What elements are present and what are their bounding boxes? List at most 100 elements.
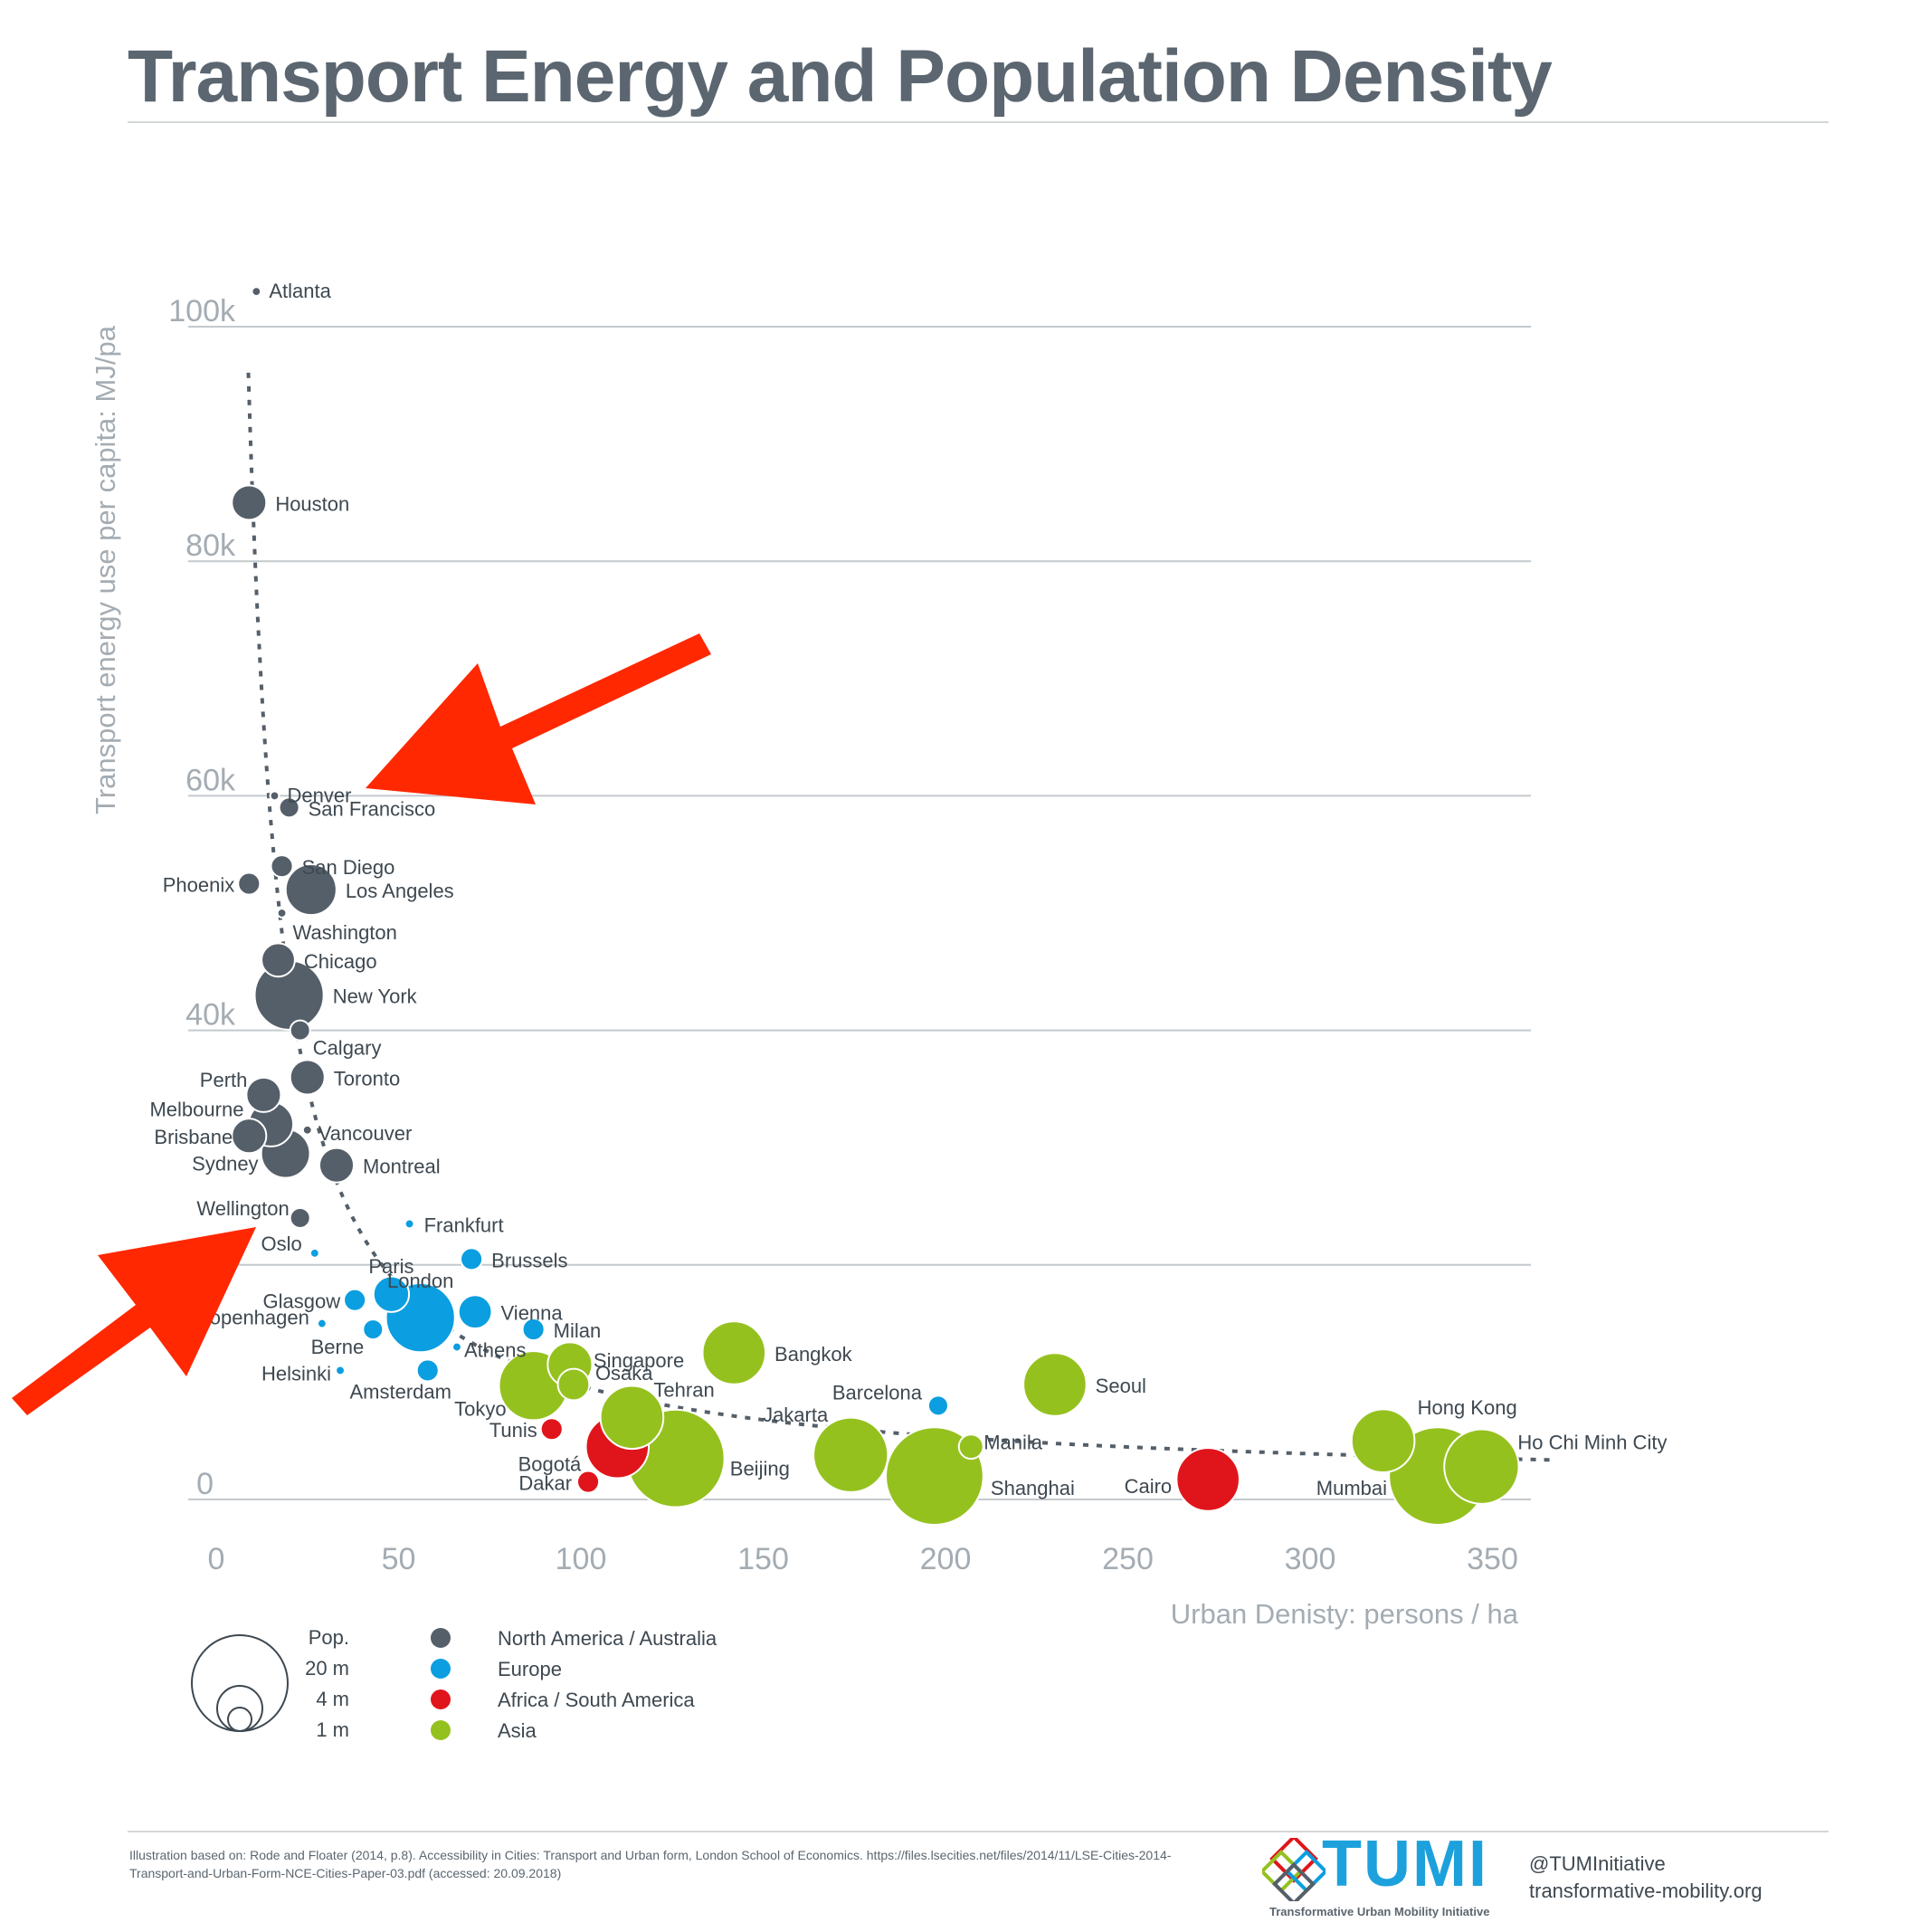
x-tick-label: 300 [1285, 1542, 1336, 1576]
bubble-chicago [261, 942, 296, 978]
city-label: Tokyo [454, 1397, 506, 1420]
city-label: Athens [464, 1339, 527, 1362]
city-label: Barcelona [832, 1381, 923, 1404]
city-label: Jakarta [763, 1404, 829, 1426]
contact-block: @TUMInitiative transformative-mobility.o… [1529, 1851, 1763, 1905]
city-label: Singapore [594, 1349, 684, 1372]
legend-size-label: 1 m [316, 1718, 349, 1741]
bubble-phoenix [237, 871, 261, 896]
bubble-vancouver [301, 1124, 313, 1136]
bubble-seoul [1022, 1352, 1088, 1417]
legend-region-label: Asia [498, 1719, 537, 1742]
bubble-frankfurt [404, 1218, 415, 1230]
bubble-san-diego [270, 854, 294, 879]
bubble-jakarta [812, 1416, 889, 1493]
city-label: Paris [368, 1255, 413, 1278]
bubble-chart: 0 40k 60k 80k 100k 0 50 100 150 200 250 300 350 Atl… [12, 280, 1667, 1742]
city-label: Sydney [192, 1153, 258, 1175]
legend-size-20m [191, 1634, 289, 1732]
city-label: Hong Kong [1418, 1396, 1517, 1419]
legend-swatch [431, 1689, 451, 1709]
city-label: New York [333, 985, 418, 1008]
bubble-manila [957, 1433, 984, 1461]
x-axis-label: Urban Denisty: persons / ha [1171, 1598, 1519, 1630]
title-rule [128, 121, 1829, 123]
city-label: Bogotá [518, 1453, 582, 1476]
city-label: Seoul [1096, 1375, 1146, 1397]
legend-size-1m [227, 1707, 252, 1732]
city-label: Calgary [313, 1037, 382, 1060]
legend-size-title: Pop. [309, 1626, 349, 1649]
bubble-cairo [1175, 1447, 1240, 1512]
city-label: Melbourne [149, 1098, 243, 1120]
city-label: San Francisco [309, 797, 436, 820]
arrow-lower [12, 1227, 256, 1415]
legend-swatch [431, 1659, 451, 1679]
y-axis-label: Transport energy use per capita: MJ/pa [90, 325, 121, 814]
city-label: San Diego [302, 856, 395, 879]
annotation-arrows [12, 633, 711, 1415]
city-label: Milan [554, 1319, 602, 1342]
legend-swatch [431, 1628, 451, 1648]
city-label: Chicago [304, 950, 377, 973]
bubble-atlanta [251, 286, 262, 298]
city-label: Montreal [363, 1156, 441, 1178]
city-label: Vancouver [318, 1122, 413, 1145]
bubble-glasgow [343, 1288, 367, 1312]
bubble-houston [231, 484, 268, 521]
bubble-hong-kong [1350, 1408, 1416, 1473]
tumi-wordmark: TUMI [1322, 1828, 1488, 1900]
city-label: Brussels [491, 1249, 567, 1271]
city-label: Glasgow [263, 1290, 341, 1313]
bubble-berne [362, 1318, 385, 1341]
city-label: Atlanta [269, 280, 331, 302]
city-label: Los Angeles [346, 880, 454, 902]
bubble-dakar [576, 1470, 601, 1494]
city-label: Oslo [261, 1232, 302, 1255]
bubble-wellington [289, 1206, 311, 1229]
city-label: Vienna [501, 1302, 564, 1325]
bubble-washington [276, 908, 288, 918]
x-tick-label: 250 [1102, 1542, 1154, 1576]
bubble-tunis [539, 1417, 564, 1442]
x-tick-label: 200 [920, 1542, 972, 1576]
y-tick-label: 40k [185, 998, 236, 1033]
bubble-oslo [309, 1247, 320, 1259]
legend-region-label: Africa / South America [498, 1689, 695, 1711]
x-tick-label: 100 [556, 1542, 607, 1576]
bubble-vienna [457, 1294, 493, 1330]
city-label: Ho Chi Minh City [1517, 1432, 1667, 1454]
x-tick-label: 350 [1467, 1542, 1518, 1576]
city-label: Beijing [730, 1458, 790, 1480]
bubble-amsterdam [415, 1358, 440, 1383]
city-label: London [387, 1270, 453, 1292]
website-link[interactable]: transformative-mobility.org [1529, 1880, 1763, 1902]
bubble-helsinki [335, 1365, 346, 1376]
y-tick-labels: 0 40k 60k 80k 100k [168, 294, 236, 1501]
city-label: Frankfurt [424, 1213, 504, 1236]
city-label: Denver [287, 784, 351, 806]
legend-region-label: North America / Australia [498, 1627, 717, 1650]
city-label: Dakar [518, 1472, 572, 1495]
bubble-los-angeles [284, 863, 337, 917]
arrow-upper [366, 633, 711, 804]
bubble-calgary [289, 1019, 311, 1042]
tumi-logo[interactable]: TUMI Transformative Urban Mobility Initi… [1262, 1828, 1497, 1918]
bubble-toronto [289, 1059, 326, 1096]
legend-size-label: 4 m [316, 1688, 349, 1710]
x-tick-labels: 0 50 100 150 200 250 300 350 [208, 1542, 1518, 1576]
source-note: Illustration based on: Rode and Floater … [129, 1848, 1172, 1880]
twitter-handle[interactable]: @TUMInitiative [1529, 1852, 1666, 1875]
y-tick-label: 0 [196, 1467, 214, 1501]
city-label: Cairo [1125, 1475, 1173, 1498]
bubble-montreal [318, 1147, 356, 1184]
city-label: Berne [311, 1336, 365, 1358]
x-tick-label: 150 [737, 1542, 789, 1576]
y-tick-label: 60k [185, 763, 236, 797]
city-label: Osaka [595, 1362, 653, 1385]
bubble-bangkok [701, 1320, 767, 1385]
city-label: Shanghai [991, 1477, 1075, 1499]
x-tick-label: 0 [208, 1542, 225, 1576]
bubble-athens [451, 1341, 462, 1353]
